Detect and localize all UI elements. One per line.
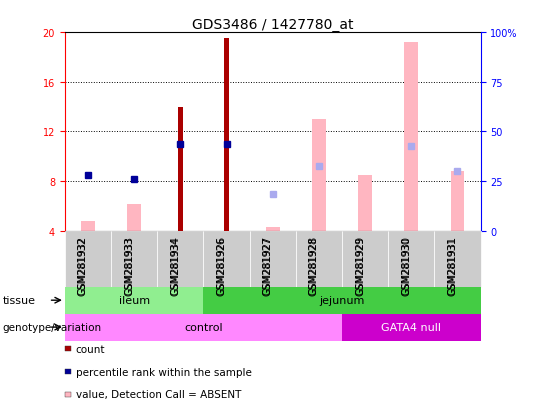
Text: GSM281927: GSM281927 — [262, 235, 273, 294]
Bar — [178, 107, 183, 231]
Title: GDS3486 / 1427780_at: GDS3486 / 1427780_at — [192, 18, 354, 32]
Text: count: count — [76, 344, 105, 354]
Text: GSM281933: GSM281933 — [124, 236, 134, 295]
Bar — [404, 43, 418, 231]
Text: genotype/variation: genotype/variation — [3, 322, 102, 332]
Text: GSM281931: GSM281931 — [448, 235, 457, 294]
Text: jejunum: jejunum — [319, 295, 364, 306]
Text: GSM281934: GSM281934 — [170, 235, 180, 294]
Text: GSM281929: GSM281929 — [355, 235, 365, 294]
Text: GSM281932: GSM281932 — [78, 236, 88, 295]
Bar — [266, 228, 280, 231]
Bar — [224, 39, 230, 231]
Text: percentile rank within the sample: percentile rank within the sample — [76, 367, 252, 377]
Text: GSM281930: GSM281930 — [401, 235, 411, 294]
Text: GSM281930: GSM281930 — [401, 236, 411, 295]
Text: GSM281926: GSM281926 — [217, 235, 226, 294]
Bar — [127, 204, 141, 231]
Text: GSM281927: GSM281927 — [262, 236, 273, 295]
Text: GSM281934: GSM281934 — [170, 236, 180, 295]
Text: ileum: ileum — [119, 295, 150, 306]
Text: GSM281929: GSM281929 — [355, 236, 365, 295]
Text: rank, Detection Call = ABSENT: rank, Detection Call = ABSENT — [76, 412, 236, 413]
Text: GSM281932: GSM281932 — [78, 235, 88, 294]
Text: value, Detection Call = ABSENT: value, Detection Call = ABSENT — [76, 389, 241, 399]
Bar — [358, 176, 372, 231]
Bar — [312, 120, 326, 231]
Text: control: control — [184, 322, 222, 332]
Text: GSM281928: GSM281928 — [309, 235, 319, 294]
Text: GSM281931: GSM281931 — [448, 236, 457, 295]
Bar — [450, 172, 464, 231]
Text: GATA4 null: GATA4 null — [381, 322, 441, 332]
Text: tissue: tissue — [3, 295, 36, 306]
Text: GSM281933: GSM281933 — [124, 235, 134, 294]
Text: GSM281926: GSM281926 — [217, 236, 226, 295]
Bar — [81, 221, 95, 231]
Text: GSM281928: GSM281928 — [309, 236, 319, 295]
